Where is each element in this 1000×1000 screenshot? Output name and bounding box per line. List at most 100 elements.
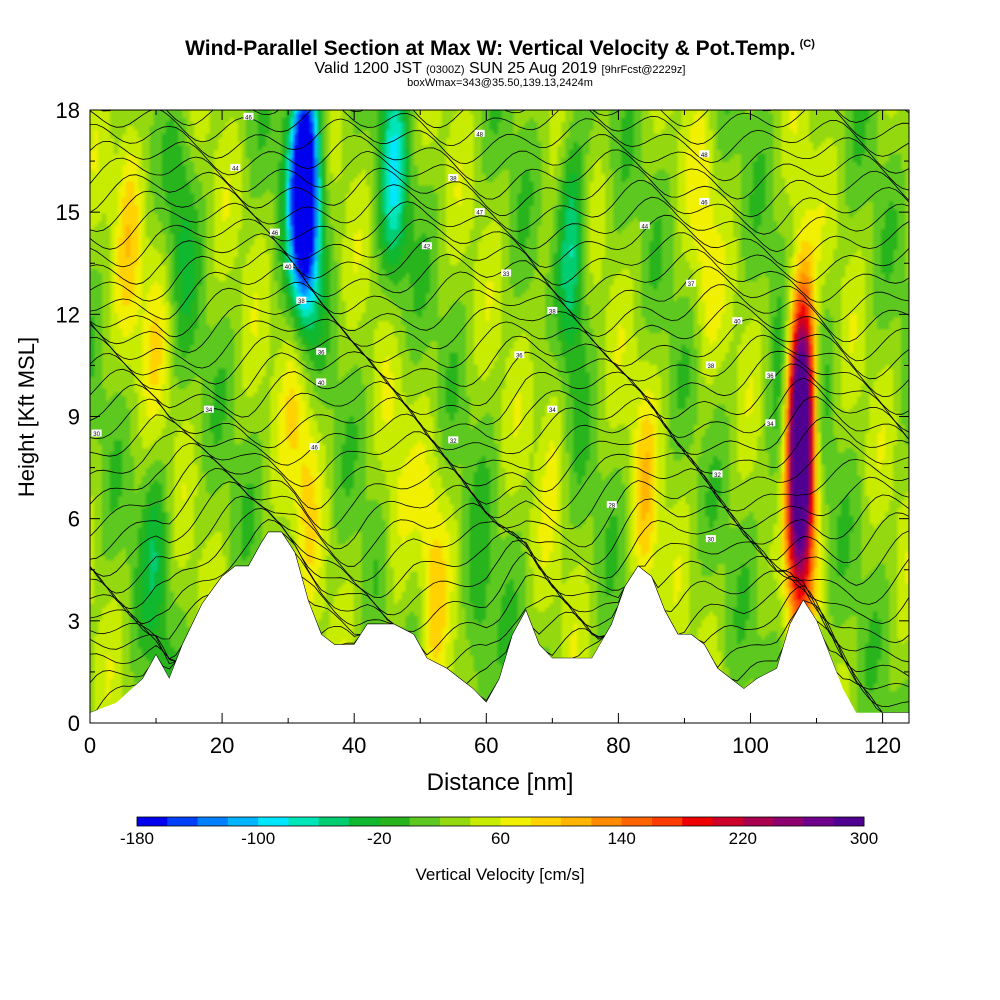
colorbar-swatch (227, 817, 259, 826)
isentrope-label-box (448, 174, 459, 182)
isentrope-label: 30 (93, 432, 100, 438)
colorbar-swatch (621, 817, 653, 826)
potential-temperature-labels: 30 34 44 46 46 40 38 36 40 46 48 38 47 42 33 38 36 34 32 28… (91, 112, 776, 544)
colorbar-tick-label: 220 (729, 829, 757, 848)
isentrope-label: 40 (734, 320, 741, 326)
isentrope-label: 44 (641, 224, 648, 230)
isentrope-line (90, 300, 909, 362)
isentrope-line (90, 196, 909, 253)
colorbar-swatch (349, 817, 380, 826)
isentrope-line (90, 232, 909, 286)
isentrope-label: 36 (516, 354, 523, 360)
isentrope-line (90, 248, 909, 304)
isentrope-label-box (243, 112, 254, 120)
colorbar-label: Vertical Velocity [cm/s] (415, 865, 584, 884)
colorbar-swatch (258, 817, 289, 826)
x-tick-label: 0 (84, 733, 96, 758)
x-axis-label: Distance [nm] (427, 769, 574, 796)
colorbar-swatch (167, 817, 199, 826)
isentrope-line (90, 396, 909, 455)
x-tick-label: 80 (606, 733, 630, 758)
y-tick-label: 6 (68, 507, 80, 532)
isentrope-label: 36 (767, 374, 774, 380)
isentrope-label-box (547, 405, 558, 413)
isentrope-label: 30 (708, 538, 715, 544)
isentrope-line (90, 507, 909, 610)
terrain-mask (90, 532, 909, 723)
isentrope-label-box (283, 262, 294, 270)
colorbar-tick-label: 140 (607, 829, 635, 848)
isentrope-line (90, 350, 909, 415)
isentrope-line (90, 164, 909, 218)
isentrope-label-box (230, 163, 241, 171)
y-tick-label: 18 (56, 98, 80, 123)
isentrope-label-box (309, 443, 320, 451)
isentrope-label-box (606, 501, 617, 509)
isentrope-line (90, 481, 909, 577)
x-tick-label: 120 (864, 733, 901, 758)
colorbar-swatch (773, 817, 804, 826)
isentrope-label-box (732, 317, 743, 325)
isentrope-label-box (547, 306, 558, 314)
colorbar-swatch (379, 817, 411, 826)
chart-subtitle: Valid 1200 JST (0300Z) SUN 25 Aug 2019 [… (314, 60, 686, 77)
colorbar-tick-label: -180 (120, 829, 154, 848)
isentrope-label: 46 (311, 446, 318, 452)
isentrope-line (90, 334, 909, 398)
isentrope-label-box (269, 228, 280, 236)
isentrope-label-box (421, 242, 432, 250)
colorbar-swatch (409, 817, 441, 826)
y-tick-label: 3 (68, 609, 80, 634)
isentrope-label-box (91, 429, 102, 437)
x-tick-label: 100 (732, 733, 769, 758)
isentrope-line (90, 264, 909, 323)
isentrope-label-box (705, 361, 716, 369)
colorbar-swatch (288, 817, 320, 826)
isentrope-line (90, 519, 909, 625)
isentrope-label-box (639, 221, 650, 229)
isentrope-line (90, 377, 909, 441)
isentrope-label-box (474, 208, 485, 216)
colorbar-swatch (470, 817, 501, 826)
isentrope-label-box (765, 419, 776, 427)
colorbar-swatch (530, 817, 562, 826)
isentrope-line (90, 413, 909, 474)
colorbar-tick-label: 300 (850, 829, 878, 848)
chart-box-info: boxWmax=343@35.50,139.13,2424m (407, 77, 593, 89)
isentrope-line (90, 179, 909, 235)
isentrope-label: 37 (688, 282, 695, 288)
y-tick-label: 12 (56, 302, 80, 327)
isentrope-label-box (686, 279, 697, 287)
isentrope-line (90, 318, 909, 380)
isentrope-label: 48 (476, 132, 483, 138)
x-tick-label: 60 (474, 733, 498, 758)
isentrope-line (90, 495, 909, 594)
isentrope-label-box (699, 150, 710, 158)
isentrope-label-box (501, 269, 512, 277)
isentrope-line (90, 455, 909, 537)
colorbar: -180 -100 -20 60 140 220 300 (120, 816, 878, 848)
isentrope-label-box (448, 436, 459, 444)
colorbar-swatch (712, 817, 744, 826)
isentrope-label: 44 (232, 166, 239, 172)
chart-title: Wind-Parallel Section at Max W: Vertical… (185, 37, 815, 60)
x-tick-label: 20 (210, 733, 234, 758)
colorbar-tick-label: -100 (241, 829, 275, 848)
isentrope-label: 46 (272, 231, 279, 237)
isentrope-label-box (296, 296, 307, 304)
isentrope-label: 47 (476, 211, 483, 217)
isentrope-label-box (203, 405, 214, 413)
colorbar-swatch (197, 817, 229, 826)
colorbar-tick-label: -20 (367, 829, 392, 848)
isentrope-line (90, 110, 909, 147)
isentrope-label: 34 (767, 422, 774, 428)
colorbar-swatch (137, 817, 168, 826)
isentrope-line (90, 281, 909, 343)
isentrope-label: 46 (701, 200, 708, 206)
isentrope-label: 28 (608, 504, 615, 510)
isentrope-label: 34 (549, 408, 556, 414)
isentrope-label-box (712, 470, 723, 478)
colorbar-swatch (439, 817, 471, 826)
isentrope-label: 46 (245, 115, 252, 121)
